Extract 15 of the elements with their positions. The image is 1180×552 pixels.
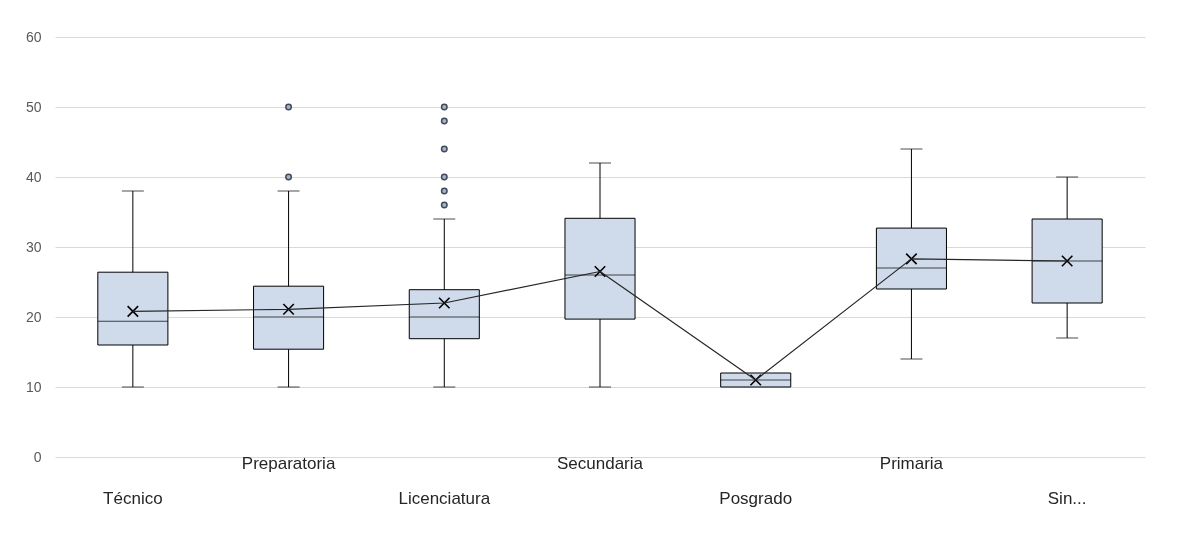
y-tick-label: 40 <box>25 168 42 185</box>
x-tick-label: Secundaria <box>556 454 644 473</box>
y-tick-label: 10 <box>25 378 42 395</box>
x-tick-label: Posgrado <box>719 489 793 508</box>
line-series <box>132 258 1068 381</box>
x-tick-label: Preparatoria <box>241 454 336 473</box>
x-tick-label: Licenciatura <box>398 489 491 508</box>
x-tick-label: Primaria <box>879 454 944 473</box>
y-tick-label: 20 <box>25 308 42 325</box>
y-tick-label: 50 <box>25 98 42 115</box>
x-tick-label: Técnico <box>103 489 163 508</box>
y-tick-label: 0 <box>33 448 42 465</box>
y-tick-label: 30 <box>25 238 42 255</box>
y-tick-label: 60 <box>25 28 42 45</box>
x-tick-label: Sin... <box>1047 489 1087 508</box>
